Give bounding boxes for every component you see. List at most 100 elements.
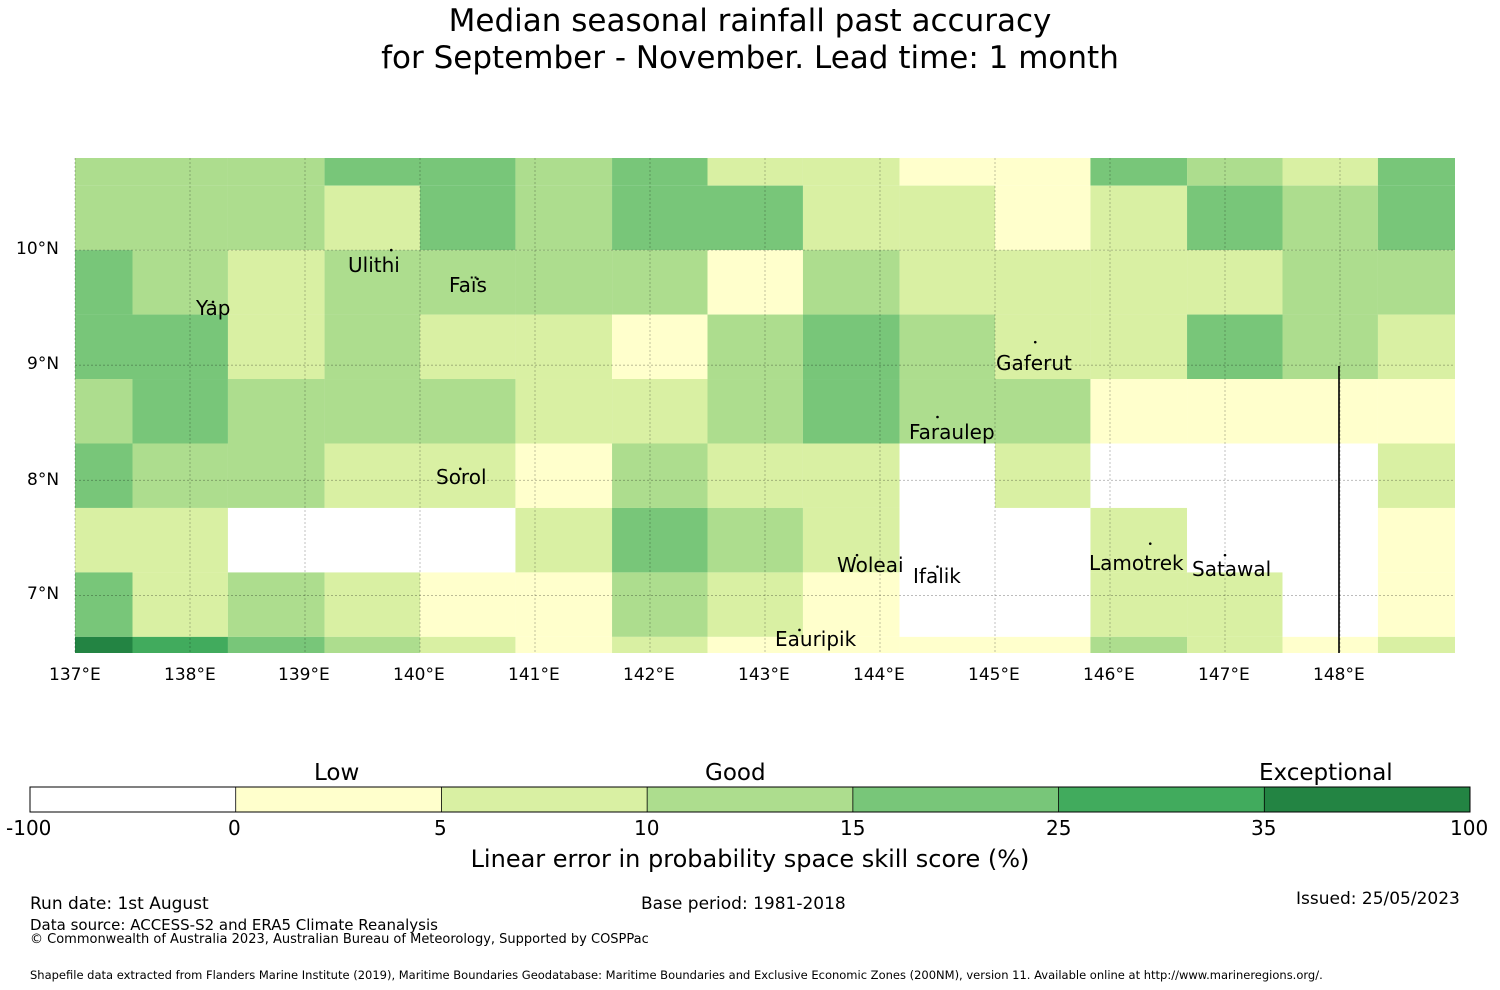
heatmap-cell [899, 636, 995, 653]
heatmap-cell [995, 443, 1091, 508]
heatmap-cell [515, 158, 613, 186]
colorbar-tick-100: 100 [1450, 816, 1489, 840]
heatmap-cell [132, 636, 228, 653]
heatmap-cell [227, 314, 325, 380]
heatmap-cell [515, 572, 613, 637]
heatmap-cell [515, 314, 613, 380]
island-marker [1223, 553, 1227, 557]
heatmap-cell [420, 379, 516, 444]
copyright: © Commonwealth of Australia 2023, Austra… [30, 932, 649, 947]
island-marker [936, 415, 939, 419]
heatmap-cell [420, 185, 516, 251]
colorbar-tick-25: 25 [1046, 816, 1072, 840]
island-marker [855, 553, 859, 557]
lon-tick-138: 138°E [164, 665, 216, 685]
colorbar-tick-minus100: -100 [6, 816, 52, 840]
heatmap-cell [612, 443, 708, 508]
colorbar-category-good: Good [705, 760, 766, 786]
heatmap-cell [899, 158, 995, 186]
colorbar-category-low: Low [314, 760, 360, 786]
heatmap-cell [995, 250, 1091, 315]
island-marker [1148, 542, 1152, 545]
heatmap-cell [227, 185, 325, 251]
heatmap-cell [75, 379, 133, 444]
island-marker [1033, 340, 1037, 344]
heatmap-cell [1282, 158, 1378, 186]
heatmap-cell [995, 185, 1091, 251]
colorbar-tick-0: 0 [228, 816, 241, 840]
heatmap-cell [324, 507, 420, 573]
base-period: Base period: 1981-2018 [641, 894, 846, 914]
heatmap-cell [612, 636, 708, 653]
heatmap-cell [1377, 314, 1455, 380]
lon-tick-145: 145°E [968, 665, 1020, 685]
heatmap-cell [515, 185, 613, 251]
lon-tick-146: 146°E [1083, 665, 1135, 685]
heatmap-cell [227, 379, 325, 444]
island-marker [389, 248, 393, 252]
lat-tick-10: 10°N [16, 239, 59, 259]
lon-tick-144: 144°E [853, 665, 905, 685]
data-source: Data source: ACCESS-S2 and ERA5 Climate … [30, 916, 438, 934]
heatmap-cell [612, 507, 708, 573]
heatmap-cell [75, 636, 133, 653]
heatmap-cell [1377, 443, 1455, 508]
heatmap-cell [324, 250, 420, 315]
heatmap-cell [995, 636, 1091, 653]
heatmap-cell [707, 507, 803, 573]
heatmap-cell [75, 572, 133, 637]
colorbar-frame [29, 786, 1471, 813]
place-label-satawal: Satawal [1192, 557, 1272, 581]
island-marker [798, 628, 801, 632]
heatmap-cell [420, 250, 516, 315]
chart-title-line-2: for September - November. Lead time: 1 m… [381, 40, 1119, 76]
heatmap-cell [420, 158, 516, 186]
heatmap-cell [995, 572, 1091, 637]
heatmap-cell [227, 443, 325, 508]
heatmap-cell [1282, 314, 1378, 380]
heatmap-cell [1377, 250, 1455, 315]
heatmap-cell [1090, 158, 1188, 186]
heatmap-cell [899, 250, 995, 315]
heatmap-cell [515, 636, 613, 653]
heatmap-cell [612, 158, 708, 186]
place-label-woleai: Woleai [837, 553, 904, 577]
heatmap-cell [75, 314, 133, 380]
heatmap-cell [802, 158, 900, 186]
chart-title-line-1: Median seasonal rainfall past accuracy [448, 3, 1052, 39]
heatmap-cell [1282, 507, 1378, 573]
heatmap-cell [1187, 185, 1283, 251]
heatmap-cell [1377, 572, 1455, 637]
place-label-lamotrek: Lamotrek [1089, 551, 1184, 575]
heatmap-cell [132, 507, 228, 573]
heatmap-cell [802, 185, 900, 251]
heatmap-cell [515, 443, 613, 508]
heatmap-cell [899, 379, 995, 444]
heatmap-cell [1377, 158, 1455, 186]
heatmap-cell [324, 185, 420, 251]
heatmap-cell [420, 572, 516, 637]
heatmap-cell [995, 158, 1091, 186]
heatmap-cell [707, 250, 803, 315]
heatmap-cell [707, 443, 803, 508]
lon-tick-142: 142°E [623, 665, 675, 685]
island-marker [936, 565, 939, 568]
heatmap-cell [1090, 250, 1188, 315]
heatmap-cell [420, 443, 516, 508]
heatmap-cell [899, 507, 995, 573]
heatmap-cell [1187, 443, 1283, 508]
place-label-sorol: Sorol [436, 465, 487, 489]
heatmap-cell [75, 507, 133, 573]
issued-date: Issued: 25/05/2023 [1296, 889, 1460, 909]
heatmap-cell [1282, 185, 1378, 251]
heatmap-cell [1090, 379, 1188, 444]
colorbar-segment [1058, 787, 1265, 812]
heatmap-cell [802, 636, 900, 653]
heatmap-cell [899, 185, 995, 251]
lon-tick-141: 141°E [508, 665, 560, 685]
heatmap-cell [995, 314, 1091, 380]
colorbar-title: Linear error in probability space skill … [470, 845, 1030, 873]
island-marker [211, 300, 215, 304]
lon-tick-140: 140°E [393, 665, 445, 685]
